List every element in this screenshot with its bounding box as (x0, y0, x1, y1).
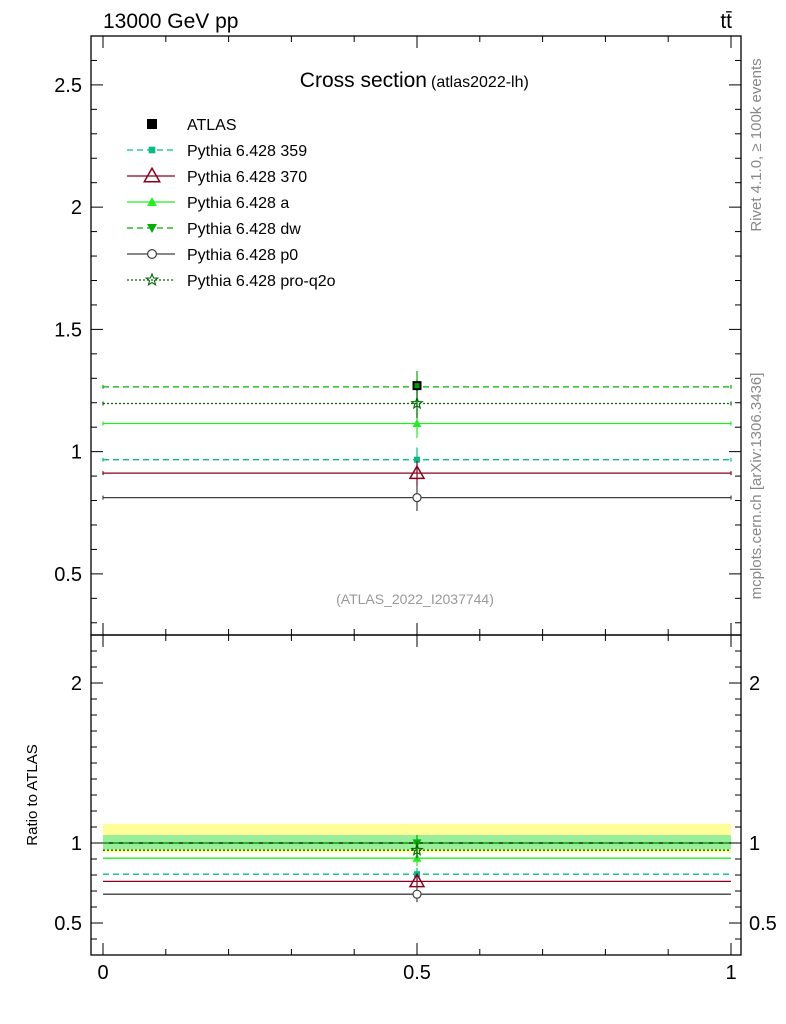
ratio-y-tick-label-2: 2 (71, 673, 82, 695)
legend-label-atlas: ATLAS (187, 117, 237, 134)
ratio-y-tick-label-0: 0.5 (54, 913, 82, 935)
chart-title: Cross section (300, 69, 427, 92)
ratio-frame (90, 634, 742, 956)
legend-label-1: Pythia 6.428 370 (187, 169, 307, 186)
legend-marker-atlas (147, 119, 157, 129)
analysis-annotation: (ATLAS_2022_I2037744) (336, 591, 494, 607)
ratio-y-tick-label-right-1: 1 (749, 833, 760, 855)
ratio-y-tick-label-right-2: 2 (749, 673, 760, 695)
main-y-tick-label-4: 2.5 (54, 75, 82, 97)
main-y-tick-label-2: 1.5 (54, 319, 82, 341)
legend-marker-3 (147, 224, 157, 233)
main-y-tick-label-0: 0.5 (54, 564, 82, 586)
series-point-2 (412, 419, 422, 428)
legend-marker-2 (147, 197, 157, 206)
ratio-point-5 (410, 843, 424, 856)
series-point-1 (408, 464, 426, 480)
legend-marker-5 (144, 272, 160, 287)
legend-label-2: Pythia 6.428 a (187, 195, 289, 212)
x-tick-label-1: 0.5 (403, 962, 431, 984)
rivet-label: Rivet 4.1.0, ≥ 100k events (748, 58, 765, 231)
series-point-0 (414, 456, 420, 463)
x-tick-label-2: 1 (725, 962, 736, 984)
series-point-4 (412, 492, 422, 503)
ratio-y-tick-label-1: 1 (71, 833, 82, 855)
ratio-ylabel: Ratio to ATLAS (24, 744, 41, 845)
legend-marker-1 (143, 166, 161, 183)
series-point-5 (410, 396, 424, 410)
process-label: tt̄ (720, 10, 732, 33)
legend-label-3: Pythia 6.428 dw (187, 221, 301, 238)
chart-subtitle: (atlas2022-lh) (431, 74, 529, 91)
ratio-point-4 (412, 889, 422, 899)
x-tick-label-0: 0 (97, 962, 108, 984)
legend-label-5: Pythia 6.428 pro-q2o (187, 273, 336, 290)
energy-label: 13000 GeV pp (103, 10, 238, 33)
main-y-tick-label-1: 1 (71, 442, 82, 464)
data-point-overlay (414, 383, 420, 389)
legend-label-4: Pythia 6.428 p0 (187, 247, 298, 264)
legend-label-0: Pythia 6.428 359 (187, 143, 307, 160)
ratio-y-tick-label-right-0: 0.5 (749, 913, 777, 935)
main-y-tick-label-3: 2 (71, 197, 82, 219)
legend-marker-4 (147, 249, 158, 260)
mcplots-label: mcplots.cern.ch [arXiv:1306.3436] (748, 373, 765, 600)
legend-marker-0 (148, 146, 156, 154)
